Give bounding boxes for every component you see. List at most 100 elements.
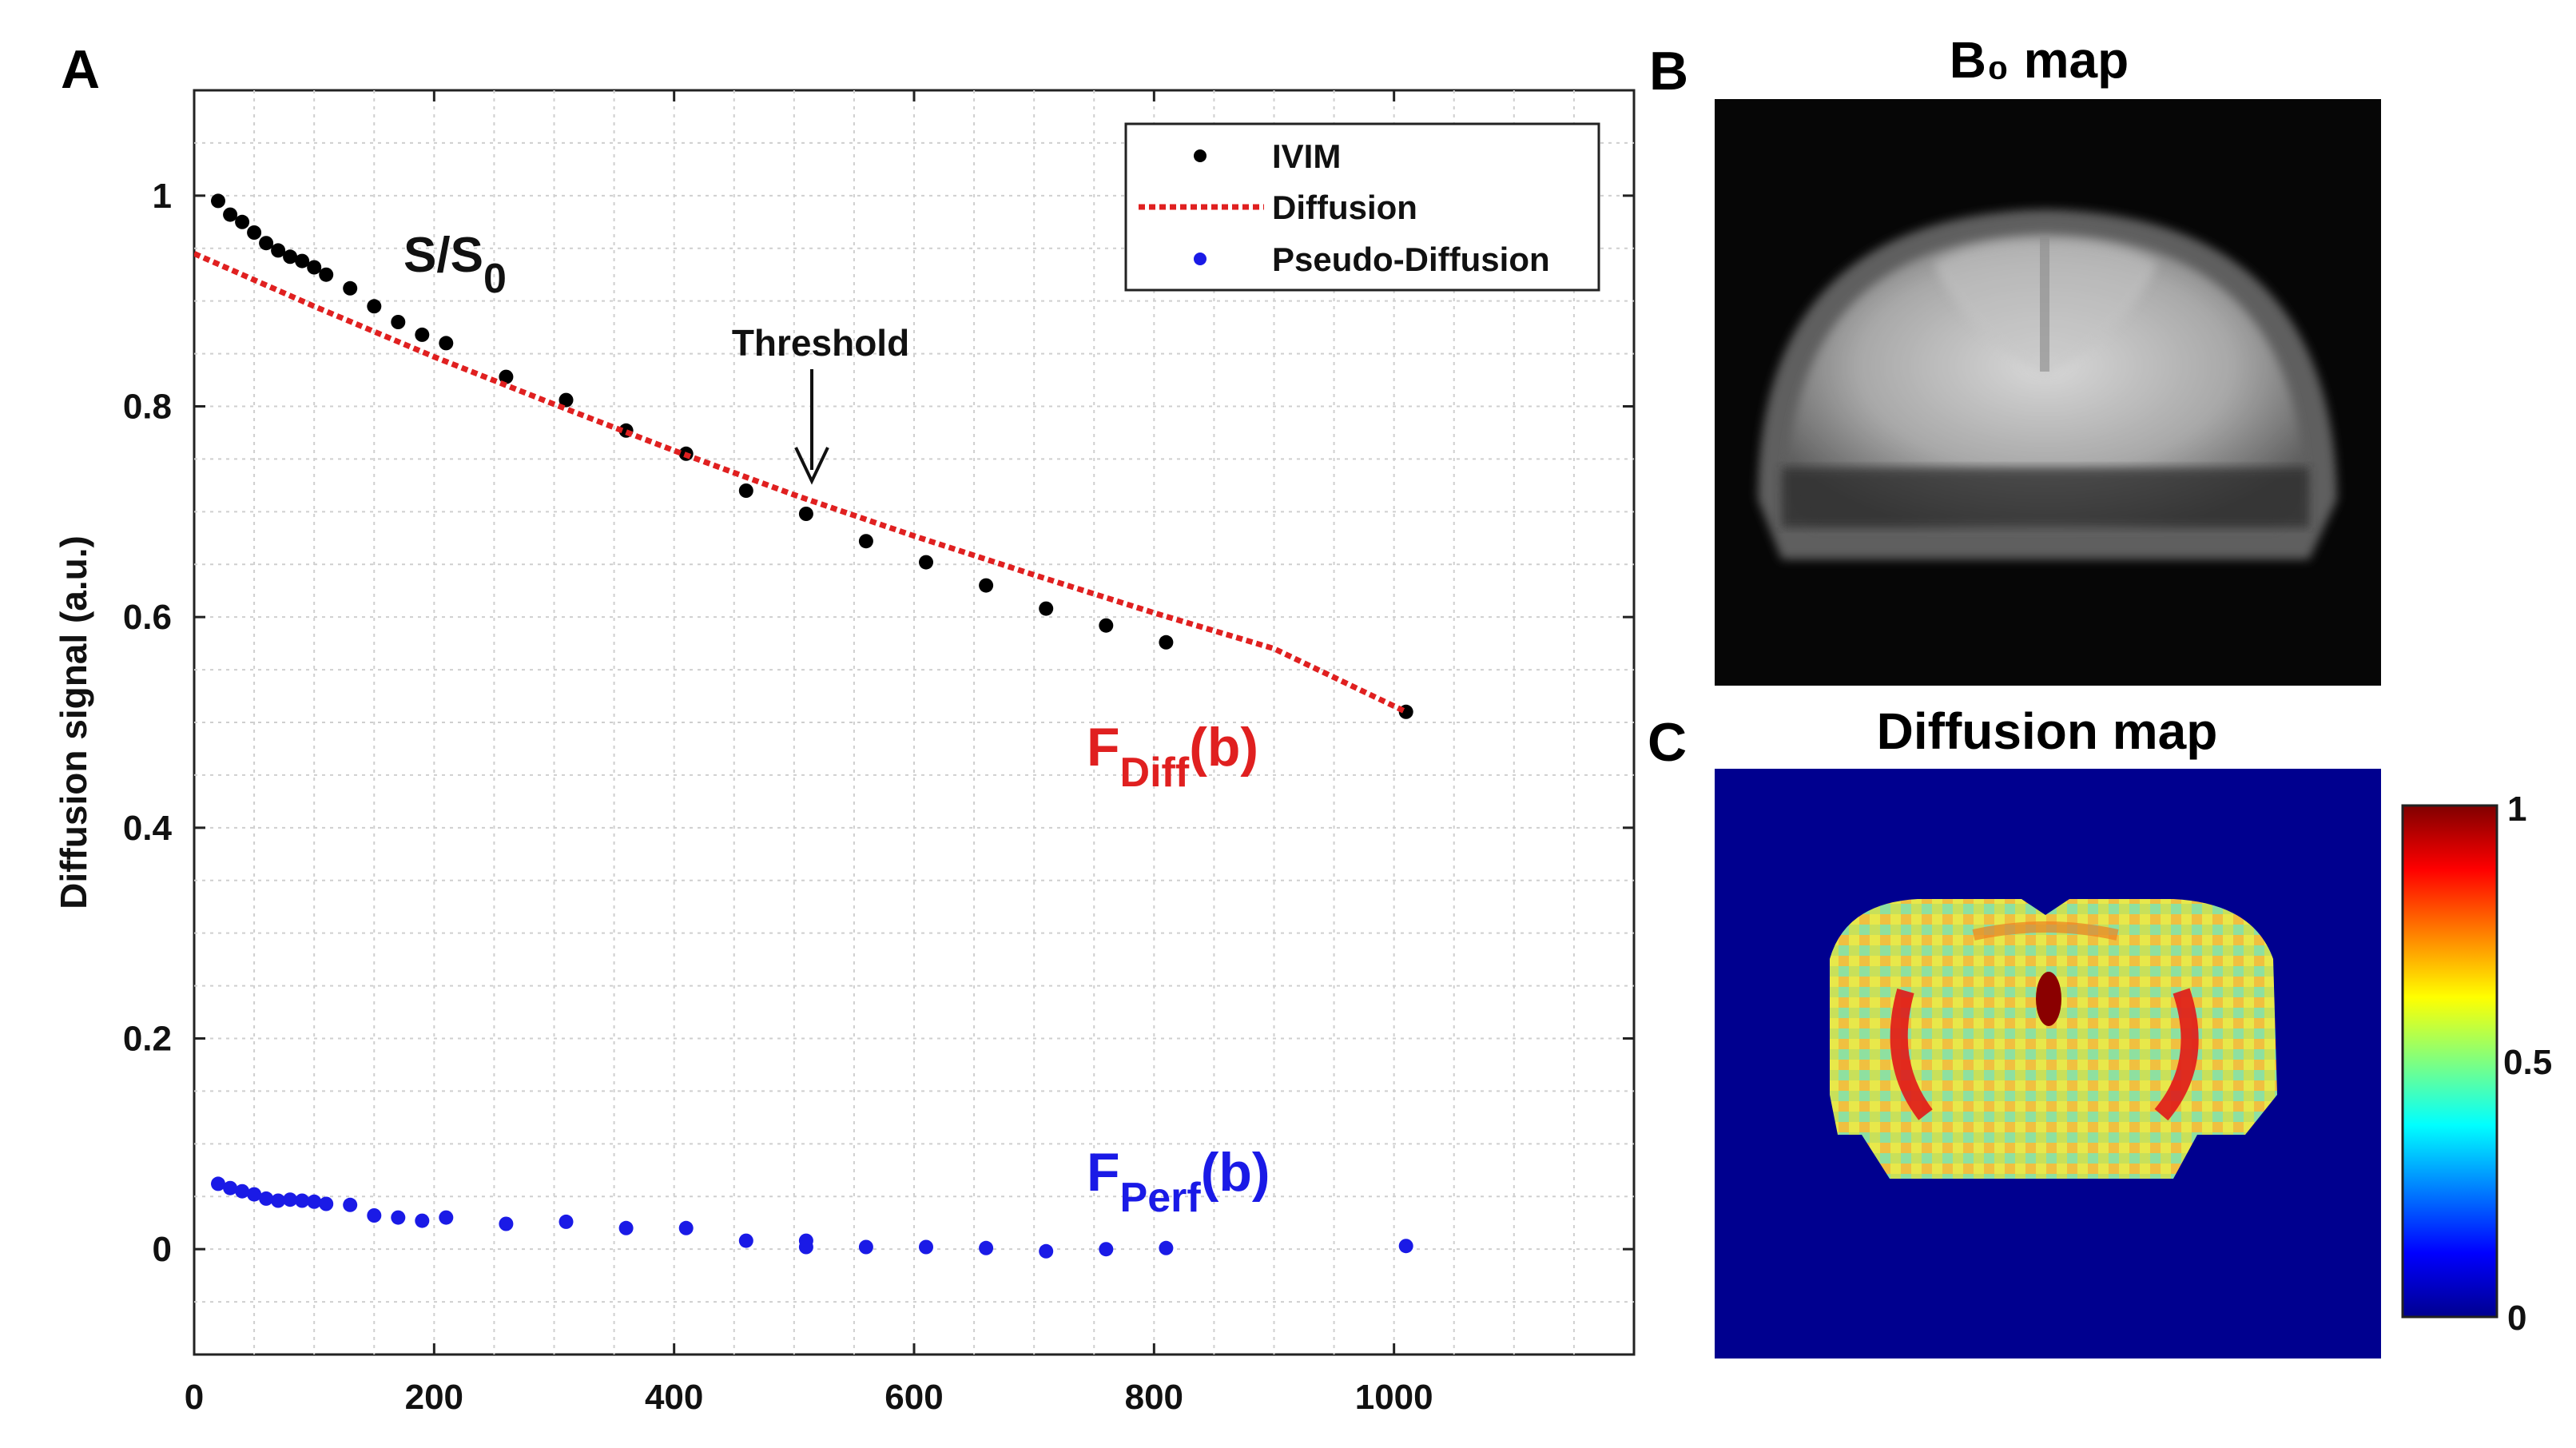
x-tick-label: 600 [885, 1378, 943, 1417]
data-point-ivim [367, 299, 382, 314]
plot-area: 0 200 400 600 800 1000 0 0.2 0.4 0.6 0.8 1 [123, 89, 1636, 1417]
data-point-ivim [271, 243, 286, 258]
grid [194, 90, 1634, 1355]
diffusion-map-title: Diffusion map [1877, 702, 2218, 760]
x-tick-label: 0 [185, 1378, 204, 1417]
fdiff-suffix: (b) [1189, 717, 1258, 778]
panel-c-label: C [1648, 712, 1687, 773]
fdiff-main: F [1087, 717, 1120, 778]
data-point-pseudo-diffusion [858, 1239, 873, 1255]
data-point-ivim [919, 555, 933, 570]
data-point-ivim [858, 534, 873, 549]
threshold-label: Threshold [732, 322, 909, 364]
data-point-ivim [415, 327, 430, 342]
data-point-pseudo-diffusion [919, 1239, 933, 1255]
threshold-arrow-head [794, 447, 829, 485]
data-point-ivim [307, 260, 322, 275]
data-point-ivim [798, 507, 813, 521]
data-point-ivim [1159, 634, 1174, 650]
y-tick-label: 0.4 [123, 809, 173, 848]
data-point-pseudo-diffusion [271, 1193, 286, 1208]
data-point-pseudo-diffusion [618, 1220, 634, 1235]
legend-label-diffusion: Diffusion [1272, 189, 1417, 226]
data-point-pseudo-diffusion [367, 1208, 382, 1223]
fperf-main: F [1087, 1142, 1120, 1203]
data-point-pseudo-diffusion [1398, 1239, 1413, 1254]
fperf-label: FPerf(b) [1087, 1142, 1270, 1221]
b0-map-title: B₀ map [1950, 31, 2129, 89]
data-point-pseudo-diffusion [559, 1214, 574, 1229]
data-point-ivim [223, 207, 238, 222]
panel-c: C Diffusion map 1 0.5 0 [1648, 702, 2552, 1358]
data-point-pseudo-diffusion [295, 1193, 310, 1208]
b0-midline [2040, 236, 2049, 372]
diffusion-cortex-band [1972, 921, 2119, 941]
data-point-ivim [1039, 601, 1054, 616]
data-point-pseudo-diffusion [391, 1210, 406, 1225]
x-tick-label: 800 [1125, 1378, 1183, 1417]
data-point-pseudo-diffusion [1159, 1240, 1174, 1255]
colorbar-tick-max: 1 [2507, 790, 2526, 829]
data-point-ivim [247, 225, 262, 240]
data-point-pseudo-diffusion [1099, 1242, 1114, 1257]
x-tick-label: 1000 [1355, 1378, 1433, 1417]
signal-ratio-main: S/S [403, 228, 483, 283]
data-point-ivim [979, 578, 994, 593]
fdiff-sub: Diff [1120, 750, 1190, 796]
data-point-pseudo-diffusion [979, 1240, 994, 1255]
data-point-ivim [211, 193, 225, 209]
series-layer [194, 193, 1413, 1259]
data-point-ivim [738, 483, 753, 498]
data-point-pseudo-diffusion [499, 1216, 514, 1231]
fperf-sub: Perf [1120, 1175, 1202, 1221]
b0-map-image [1715, 99, 2381, 686]
diffusion-map-image [1715, 769, 2381, 1358]
signal-ratio-sub: 0 [483, 256, 507, 302]
colorbar-gradient [2401, 804, 2498, 1319]
legend-label-ivim: IVIM [1272, 137, 1341, 175]
series-line-diffusion [194, 251, 1408, 714]
data-point-ivim [1099, 618, 1114, 633]
signal-ratio-label: S/S0 [403, 228, 507, 302]
data-point-ivim [295, 253, 310, 269]
fperf-suffix: (b) [1201, 1142, 1270, 1203]
data-point-pseudo-diffusion [247, 1187, 262, 1202]
legend-marker-pseudo [1194, 253, 1207, 265]
colorbar-tick-mid: 0.5 [2503, 1043, 2552, 1082]
data-point-pseudo-diffusion [738, 1233, 753, 1248]
panel-b: B B₀ map [1649, 31, 2381, 686]
x-tick-label: 400 [645, 1378, 703, 1417]
y-axis-label: Diffusion signal (a.u.) [53, 535, 94, 909]
panel-a-label: A [61, 39, 100, 100]
data-point-ivim [283, 249, 298, 265]
data-point-ivim [391, 315, 406, 329]
data-point-pseudo-diffusion [343, 1197, 358, 1212]
fdiff-label: FDiff(b) [1087, 717, 1258, 796]
y-tick-label: 1 [153, 177, 172, 216]
diffusion-ventricle-left [1890, 989, 1933, 1120]
y-tick-label: 0.8 [123, 388, 172, 427]
data-point-ivim [559, 392, 574, 408]
data-point-ivim [343, 280, 358, 296]
data-point-pseudo-diffusion [319, 1196, 334, 1211]
data-point-ivim [319, 267, 334, 282]
x-tick-label: 200 [405, 1378, 463, 1417]
colorbar-tick-min: 0 [2507, 1299, 2526, 1338]
data-point-pseudo-diffusion [798, 1239, 813, 1255]
data-point-pseudo-diffusion [211, 1176, 225, 1191]
legend-label-pseudo: Pseudo-Diffusion [1272, 241, 1550, 278]
panel-b-label: B [1649, 41, 1688, 101]
colorbar: 1 0.5 0 [2401, 790, 2552, 1338]
data-point-ivim [259, 236, 274, 251]
data-point-ivim [439, 336, 454, 351]
data-point-pseudo-diffusion [415, 1213, 430, 1228]
b0-lower-shadow [1782, 467, 2309, 527]
threshold-annotation: Threshold [732, 322, 909, 485]
data-point-pseudo-diffusion [307, 1194, 322, 1209]
panel-a: A 0 200 400 600 800 1000 0 0.2 0.4 0.6 0.8 1 Diffus… [53, 39, 1636, 1417]
data-point-pseudo-diffusion [678, 1220, 694, 1235]
legend: IVIM Diffusion Pseudo-Diffusion [1124, 122, 1600, 292]
data-point-pseudo-diffusion [439, 1210, 454, 1225]
axis-ticks: 0 200 400 600 800 1000 0 0.2 0.4 0.6 0.8 1 [123, 90, 1634, 1417]
